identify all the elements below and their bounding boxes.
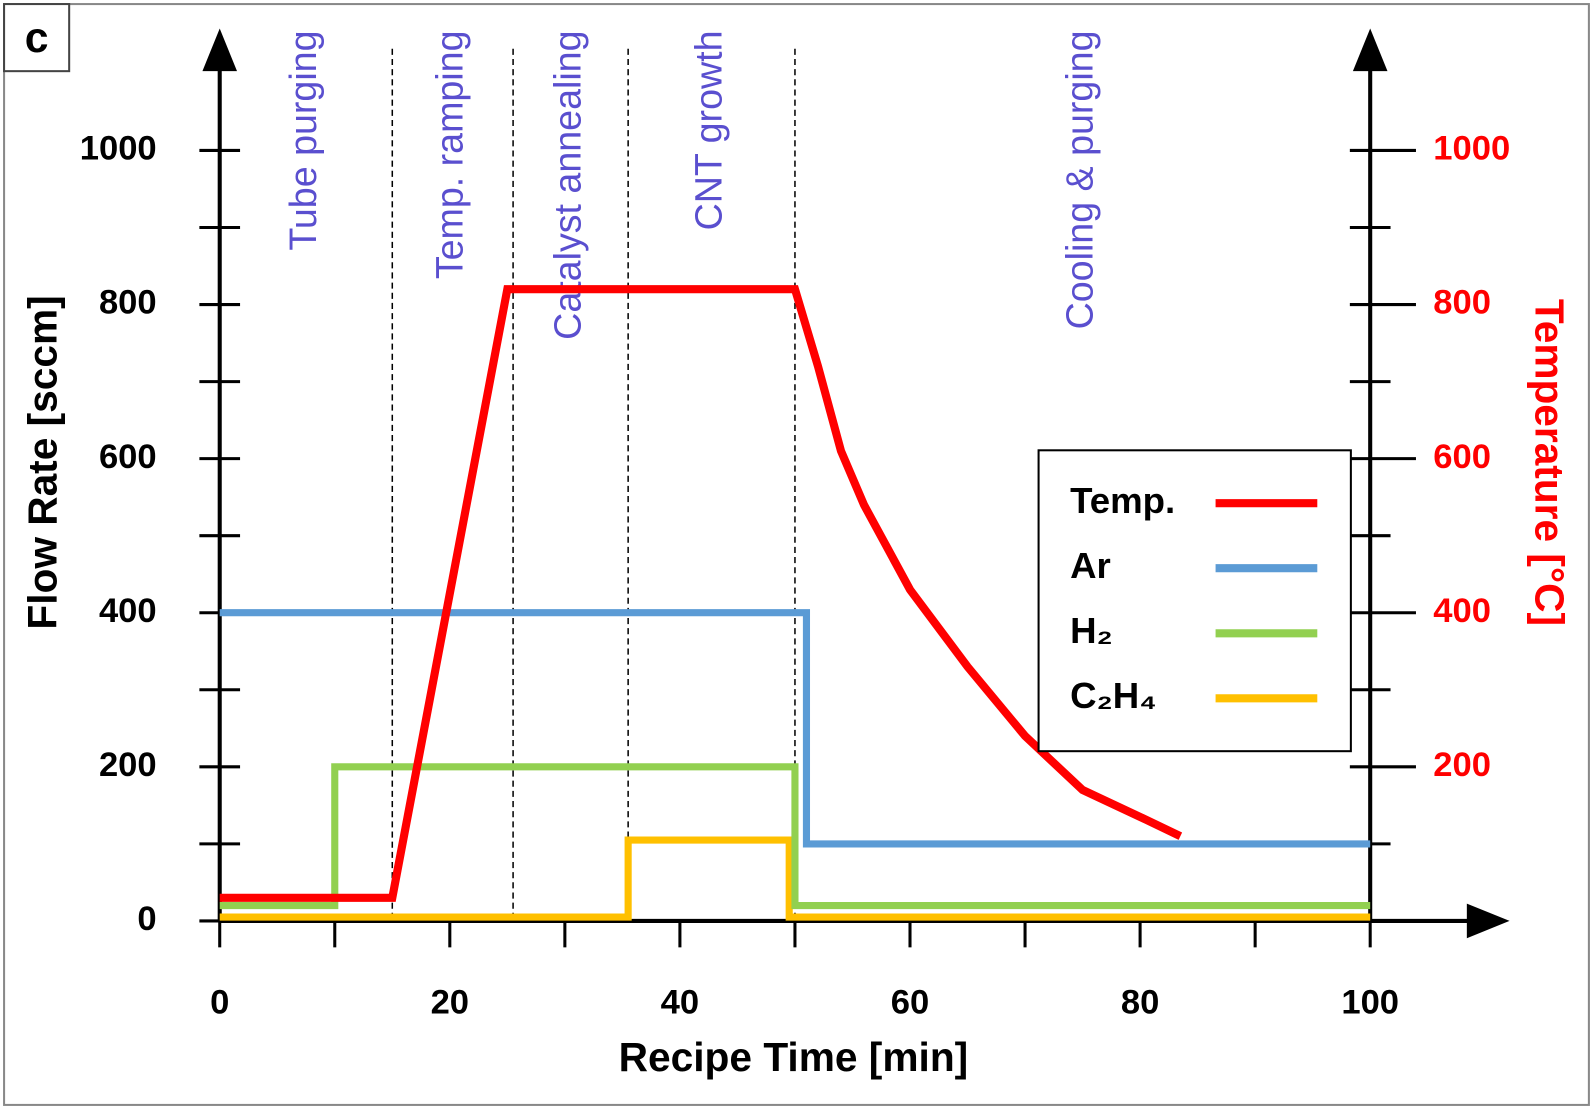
y2-axis-arrow <box>1352 28 1388 72</box>
series-line <box>219 609 1371 848</box>
panel-box <box>3 3 71 73</box>
x-tick-label: 0 <box>210 983 229 1021</box>
y-tick-label: 1000 <box>80 130 157 168</box>
y2-tick-label: 1000 <box>1433 130 1510 168</box>
y2-tick-label: 200 <box>1433 746 1491 784</box>
series-line <box>219 763 1371 910</box>
legend-label: Ar <box>1070 545 1111 586</box>
phase-label: Temp. ramping <box>429 30 471 279</box>
x-tick-label: 80 <box>1121 983 1159 1021</box>
phase-label: CNT growth <box>687 30 729 230</box>
y2-tick-label: 800 <box>1433 284 1491 322</box>
y-axis-label: Flow Rate [sccm] <box>20 295 66 629</box>
legend-label: C₂H₄ <box>1070 675 1157 716</box>
x-tick-label: 40 <box>661 983 699 1021</box>
panel-label: c <box>25 14 49 62</box>
y-tick-label: 0 <box>137 900 156 938</box>
phase-label: Tube purging <box>282 30 324 250</box>
series-line <box>219 836 1371 921</box>
phase-label: Catalyst annealing <box>547 30 589 339</box>
y2-axis-label: Temperature [°C] <box>1526 299 1572 626</box>
y-tick-label: 800 <box>99 284 157 322</box>
y-axis-arrow <box>202 28 238 72</box>
legend-label: Temp. <box>1070 480 1175 521</box>
x-tick-label: 100 <box>1341 983 1399 1021</box>
x-axis-arrow <box>1466 903 1510 939</box>
x-tick-label: 60 <box>891 983 929 1021</box>
x-axis-label: Recipe Time [min] <box>619 1034 969 1080</box>
y-tick-label: 400 <box>99 592 157 630</box>
legend-label: H₂ <box>1070 610 1113 651</box>
y2-tick-label: 400 <box>1433 592 1491 630</box>
y-tick-label: 600 <box>99 438 157 476</box>
x-tick-label: 20 <box>431 983 469 1021</box>
y-tick-label: 200 <box>99 746 157 784</box>
y2-tick-label: 600 <box>1433 438 1491 476</box>
phase-label: Cooling & purging <box>1059 30 1101 329</box>
series-line <box>219 285 1183 902</box>
